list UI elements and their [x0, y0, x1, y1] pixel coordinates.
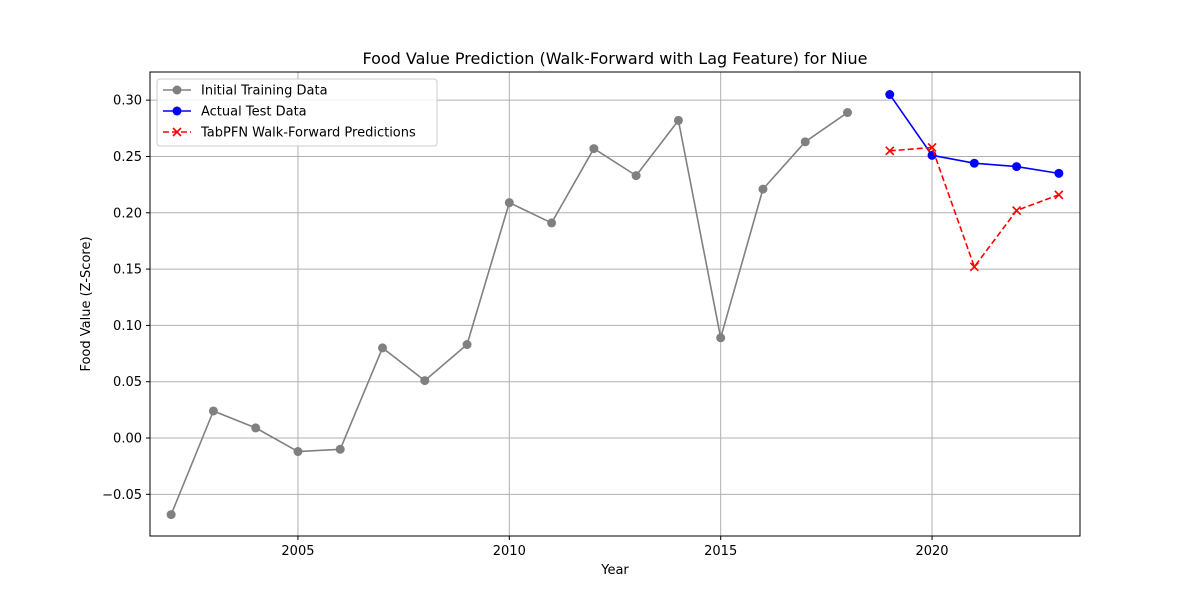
x-tick-label: 2005 [281, 544, 314, 559]
data-point [800, 137, 810, 147]
x-axis-title: Year [600, 563, 629, 578]
data-point [208, 406, 218, 416]
data-point [631, 171, 641, 181]
y-tick-label: 0.25 [113, 150, 142, 165]
plot-area-frame [149, 71, 1081, 537]
data-point [969, 262, 979, 272]
data-point [843, 108, 852, 118]
x-tick-label: 2015 [704, 544, 737, 559]
data-point [378, 343, 387, 353]
data-point [462, 340, 472, 350]
data-point [589, 144, 599, 154]
series-layer [166, 90, 1064, 520]
legend-item: Actual Test Data [163, 105, 307, 120]
y-tick-label: −0.05 [102, 488, 142, 503]
data-point [927, 142, 937, 153]
legend-label: TabPFN Walk-Forward Predictions [200, 126, 416, 141]
data-point [1012, 162, 1022, 172]
data-point [504, 198, 514, 208]
data-point [166, 510, 176, 520]
data-point [885, 146, 895, 156]
data-point [885, 90, 895, 100]
legend-label: Actual Test Data [201, 105, 307, 120]
legend-item: TabPFN Walk-Forward Predictions [163, 126, 416, 141]
x-tick-label: 2010 [493, 544, 526, 559]
legend-marker [172, 106, 182, 116]
data-point [420, 376, 430, 386]
data-point [969, 158, 979, 168]
y-tick-label: 0.05 [113, 375, 142, 390]
data-point [547, 218, 557, 228]
legend-marker [172, 85, 182, 95]
series-initial-training-data [166, 108, 852, 520]
data-point [716, 333, 726, 343]
legend: Initial Training Data Actual Test Data Tab… [156, 78, 438, 147]
y-tick-label: 0.30 [113, 94, 142, 109]
data-point [673, 115, 683, 125]
chart-title: Food Value Prediction (Walk-Forward with… [362, 49, 867, 68]
legend-marker [172, 127, 182, 137]
data-point [293, 447, 303, 457]
y-axis-title: Food Value (Z-Score) [79, 236, 94, 371]
legend-box [156, 78, 438, 147]
x-tick-label: 2020 [915, 544, 948, 559]
grid-lines [150, 72, 1080, 536]
data-point [1054, 190, 1064, 200]
y-tick-label: 0.15 [113, 263, 142, 278]
legend-label: Initial Training Data [201, 84, 328, 99]
legend-item: Initial Training Data [163, 84, 328, 99]
data-point [251, 423, 261, 433]
y-tick-label: 0.10 [113, 319, 142, 334]
data-point [335, 444, 345, 454]
series-line [889, 146, 1060, 268]
data-point [1054, 168, 1064, 178]
series-tabpfn-walk-forward-predictions [885, 142, 1064, 272]
data-point [758, 184, 768, 194]
y-tick-label: 0.20 [113, 206, 142, 221]
y-tick-label: 0.00 [113, 432, 142, 447]
series-actual-test-data [885, 90, 1064, 178]
axis-ticks: 2005 2010 2015 2020 −0.05 0.00 0.05 0.10 0.15 0.2… [102, 94, 948, 559]
data-point [1012, 205, 1022, 216]
